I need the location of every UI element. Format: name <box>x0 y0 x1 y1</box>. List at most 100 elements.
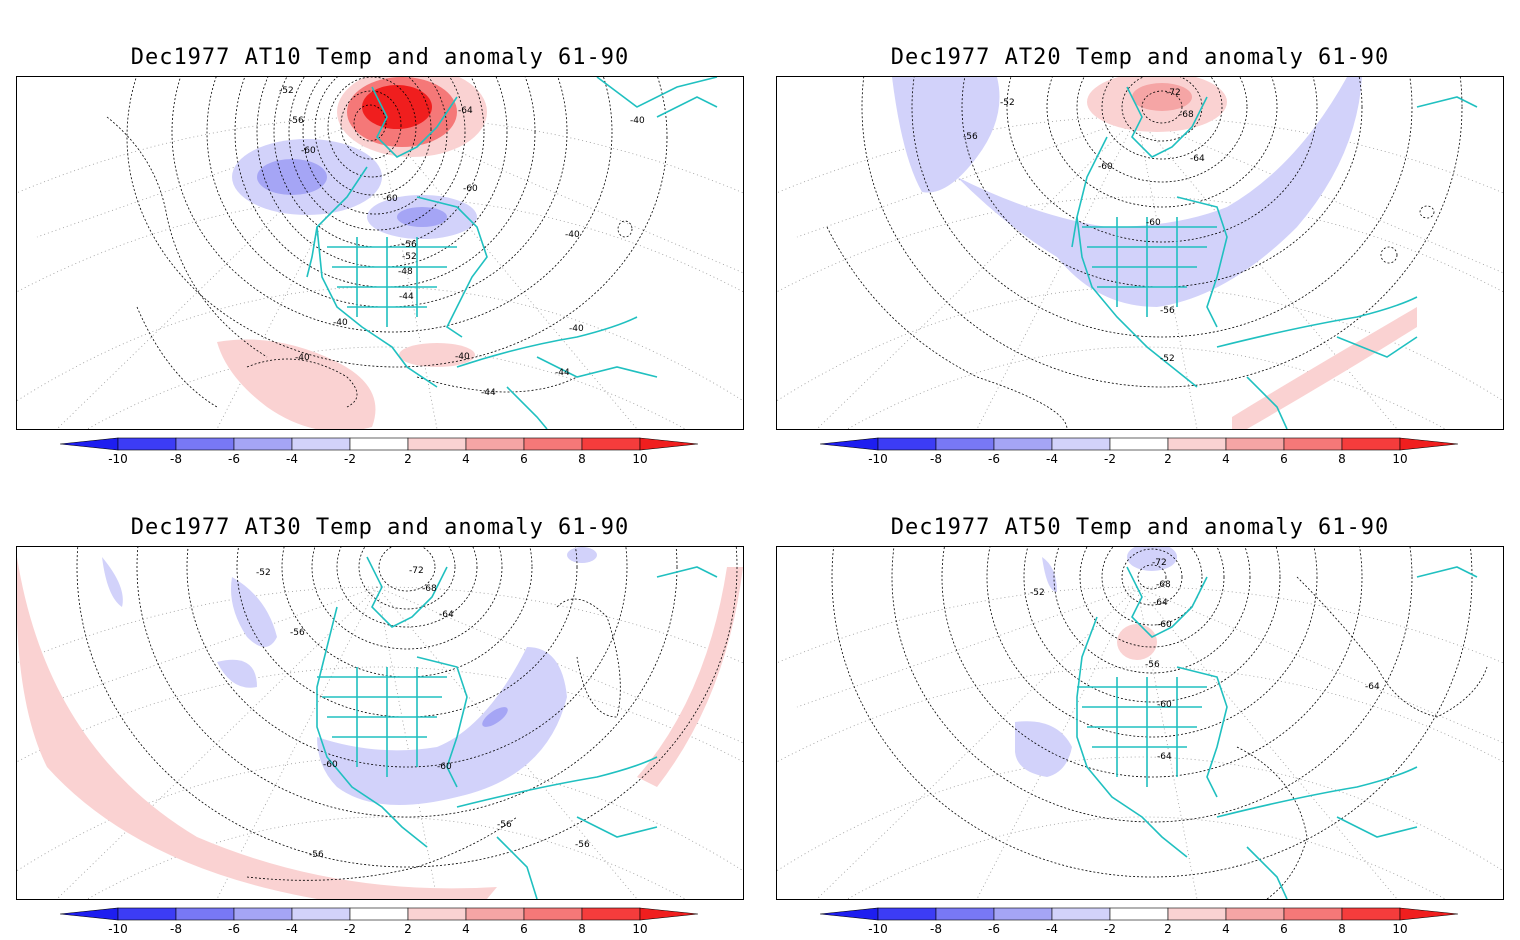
colorbar-tick-label: -2 <box>344 452 356 466</box>
colorbar-swatch <box>291 907 351 921</box>
colorbar-swatch <box>1399 907 1459 921</box>
colorbar-tick-label: -8 <box>930 452 942 466</box>
colorbar-tick-label: 6 <box>520 922 528 936</box>
colorbar-tick-label: 8 <box>578 452 586 466</box>
anomaly-shading <box>1015 547 1177 777</box>
contour-label: -60 <box>437 762 452 772</box>
contour-label: -64 <box>439 610 454 620</box>
colorbar-tick-label: 2 <box>1164 452 1172 466</box>
coastlines <box>1071 86 1478 429</box>
colorbar-swatch <box>1167 437 1227 451</box>
contour-label: -60 <box>1157 620 1172 630</box>
colorbar-tick-label: -6 <box>988 452 1000 466</box>
colorbar-swatch <box>59 907 119 921</box>
contour-label: -64 <box>1190 154 1205 164</box>
colorbar-swatch <box>349 437 409 451</box>
map-graphic: -52 -56 -60 -64 -40 -60 -60 -56 -52 -48 … <box>17 77 743 429</box>
colorbar-swatch <box>581 907 641 921</box>
contour-label: -40 <box>630 116 645 126</box>
colorbar: -10 -8 -6 -4 -2 2 4 6 8 10 <box>59 906 700 938</box>
contour-label: -40 <box>569 324 584 334</box>
contour-label: -40 <box>565 230 580 240</box>
map-panel-at10: Dec1977 AT10 Temp and anomaly 61-90 <box>16 44 744 469</box>
colorbar-tick-label: -4 <box>286 452 298 466</box>
colorbar-tick-label: 6 <box>520 452 528 466</box>
anomaly-shading <box>17 547 743 899</box>
colorbar-swatch <box>639 907 699 921</box>
colorbar-swatch <box>233 907 293 921</box>
colorbar-tick-label: 2 <box>1164 922 1172 936</box>
colorbar-tick-label: -10 <box>108 452 128 466</box>
colorbar-tick-label: -8 <box>170 452 182 466</box>
contour-label: -52 <box>402 252 417 262</box>
map-graphic: -52 -72 -68 -64 -56 -60 -60 -56 -56 -56 <box>17 547 743 899</box>
contour-label: -64 <box>1153 598 1168 608</box>
colorbar-tick-label: -6 <box>228 922 240 936</box>
panel-title: Dec1977 AT10 Temp and anomaly 61-90 <box>130 45 630 70</box>
contour-label: -60 <box>1157 700 1172 710</box>
colorbar-swatch <box>935 437 995 451</box>
colorbar-swatch <box>1109 907 1169 921</box>
contour-labels: -52 -56 -60 -64 -40 -60 -60 -56 -52 -48 … <box>279 86 645 398</box>
graticule <box>17 116 743 429</box>
colorbar-tick-label: -4 <box>1046 922 1058 936</box>
colorbar-graphic <box>59 437 699 451</box>
colorbar-graphic <box>819 907 1459 921</box>
colorbar-tick-label: 10 <box>1392 452 1408 466</box>
colorbar-swatch <box>59 437 119 451</box>
colorbar-tick-label: 4 <box>1222 922 1230 936</box>
contour-label: -56 <box>963 132 978 142</box>
colorbar-tick-label: 10 <box>1392 922 1408 936</box>
contour-label: -60 <box>1098 162 1113 172</box>
colorbar-swatch <box>935 907 995 921</box>
colorbar: -10 -8 -6 -4 -2 2 4 6 8 10 <box>59 436 700 468</box>
colorbar-swatch <box>117 907 177 921</box>
contour-label: -56 <box>1160 306 1175 316</box>
contour-label: -64 <box>1157 752 1172 762</box>
map-panel-at50: Dec1977 AT50 Temp and anomaly 61-90 <box>776 514 1504 939</box>
colorbar-tick-label: 2 <box>404 452 412 466</box>
colorbar-swatch <box>465 437 525 451</box>
contour-label: -44 <box>399 292 414 302</box>
graticule <box>777 586 1503 899</box>
contour-label: -56 <box>497 820 512 830</box>
contour-label: -52 <box>1030 588 1045 598</box>
colorbar-tick-label: 8 <box>578 922 586 936</box>
anomaly-shading <box>892 77 1417 429</box>
colorbar-swatch <box>1051 907 1111 921</box>
contour-label: -44 <box>481 388 496 398</box>
temperature-contours <box>831 547 1488 899</box>
contour-label: -52 <box>1000 98 1015 108</box>
colorbar-swatch <box>581 437 641 451</box>
contour-label: -56 <box>402 240 417 250</box>
colorbar-tick-label: -8 <box>170 922 182 936</box>
map-plot-area: -72 -52 -68 -64 -60 -56 -64 -60 -64 <box>776 546 1504 900</box>
contour-label: -72 <box>1166 88 1181 98</box>
contour-label: -64 <box>458 106 473 116</box>
contour-label: -44 <box>555 368 570 378</box>
contour-label: -52 <box>256 568 271 578</box>
contour-label: -56 <box>290 628 305 638</box>
colorbar-swatch <box>349 907 409 921</box>
temperature-contours <box>76 547 738 881</box>
contour-label: -56 <box>289 116 304 126</box>
contour-label: -52 <box>1160 354 1175 364</box>
contour-label: -48 <box>398 267 413 277</box>
colorbar-tick-label: -2 <box>1104 452 1116 466</box>
contour-labels: -72 -52 -68 -56 -60 -64 -60 -56 -52 <box>963 88 1205 364</box>
contour-label: -72 <box>409 566 424 576</box>
colorbar-swatch <box>465 907 525 921</box>
panel-title: Dec1977 AT20 Temp and anomaly 61-90 <box>890 45 1390 70</box>
colorbar-tick-label: -8 <box>930 922 942 936</box>
contour-labels: -72 -52 -68 -64 -60 -56 -64 -60 -64 <box>1030 558 1380 762</box>
contour-label: -40 <box>455 352 470 362</box>
colorbar-swatch <box>1109 437 1169 451</box>
colorbar-tick-label: 4 <box>462 922 470 936</box>
contour-label: -60 <box>383 194 398 204</box>
contour-label: -60 <box>463 184 478 194</box>
map-graphic: -72 -52 -68 -56 -60 -64 -60 -56 -52 <box>777 77 1503 429</box>
map-plot-area: -52 -56 -60 -64 -40 -60 -60 -56 -52 -48 … <box>16 76 744 430</box>
colorbar-tick-label: -6 <box>228 452 240 466</box>
contour-label: -68 <box>422 584 437 594</box>
colorbar-tick-label: 6 <box>1280 452 1288 466</box>
